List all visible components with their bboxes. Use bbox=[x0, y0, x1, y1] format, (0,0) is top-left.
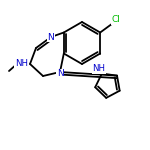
Text: Cl: Cl bbox=[112, 15, 121, 24]
Text: NH: NH bbox=[92, 64, 105, 73]
Text: NH: NH bbox=[15, 58, 28, 68]
Text: N: N bbox=[57, 69, 63, 78]
Text: N: N bbox=[48, 33, 54, 42]
